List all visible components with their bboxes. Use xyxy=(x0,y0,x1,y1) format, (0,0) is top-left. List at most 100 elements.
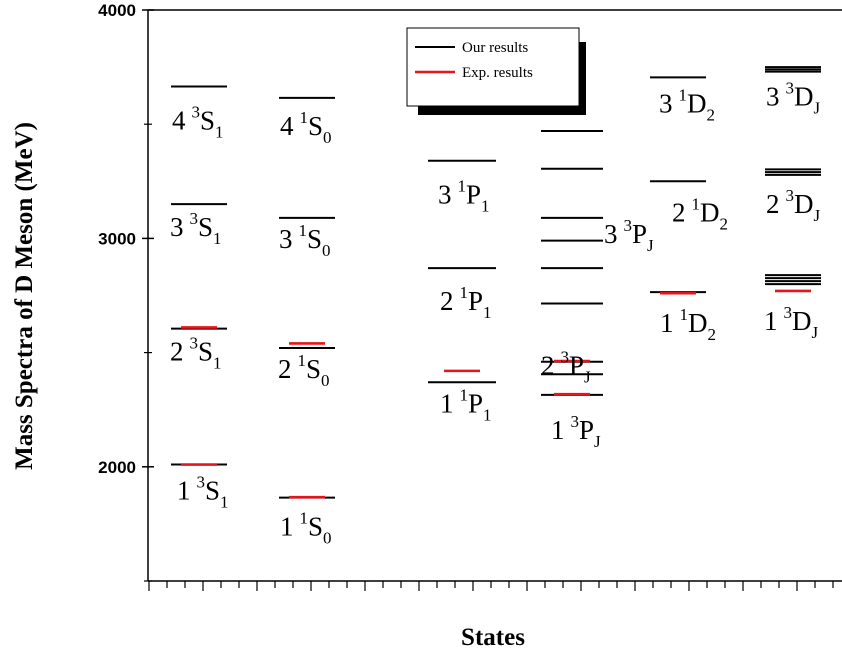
state-label-part: 1 xyxy=(215,123,224,142)
state-label-part: P xyxy=(468,388,483,418)
state-label-part: J xyxy=(812,323,819,342)
state-label-part: P xyxy=(468,286,483,316)
state-label: 1 1D2 xyxy=(660,305,716,344)
state-label-part: 1 xyxy=(300,509,309,528)
state-label-part: 3 xyxy=(766,82,780,112)
state-label-part: D xyxy=(792,306,812,336)
state-label-part: 0 xyxy=(323,529,332,548)
state-label-part: 1 xyxy=(177,476,191,506)
state-label-part: 2 xyxy=(440,286,454,316)
state-label-part: P xyxy=(466,180,481,210)
state-label-part: 3 xyxy=(190,209,199,228)
state-label-part: 1 xyxy=(679,85,688,104)
state-label-part: 3 xyxy=(279,224,293,254)
state-label: 1 1S0 xyxy=(280,509,332,548)
state-label: 3 3DJ xyxy=(766,79,821,118)
state-label-part: D xyxy=(700,197,720,227)
state-label-part: J xyxy=(814,206,821,225)
energy-levels xyxy=(171,66,821,499)
state-label-part: 1 xyxy=(483,405,492,424)
state-label-part: 1 xyxy=(300,108,309,127)
state-label-part: 1 xyxy=(458,177,467,196)
state-label-part: D xyxy=(794,82,814,112)
state-label-part: S xyxy=(308,512,323,542)
state-label-part: S xyxy=(307,224,322,254)
state-label-part: 2 xyxy=(708,325,717,344)
state-label-part: 3 xyxy=(604,219,618,249)
state-label: 4 1S0 xyxy=(280,108,332,147)
state-label-part: 3 xyxy=(624,216,633,235)
state-label-part: 2 xyxy=(707,105,716,124)
state-label: 2 3DJ xyxy=(766,186,821,225)
state-label: 3 1P1 xyxy=(438,177,490,216)
state-label-part: 1 xyxy=(551,415,565,445)
state-label-part: S xyxy=(200,106,215,136)
state-label: 4 3S1 xyxy=(172,103,224,142)
state-label: 1 1P1 xyxy=(440,385,492,424)
x-axis-title: States xyxy=(461,624,525,651)
state-label-part: 3 xyxy=(561,347,570,366)
state-label-part: 1 xyxy=(481,197,490,216)
state-label-part: 3 xyxy=(197,473,206,492)
state-label-part: 1 xyxy=(213,229,222,248)
state-label-part: 3 xyxy=(170,212,184,242)
state-label: 1 3S1 xyxy=(177,473,229,512)
state-label: 3 3PJ xyxy=(604,216,654,255)
y-axis-title: Mass Spectra of D Meson (MeV) xyxy=(11,122,38,470)
state-label-part: D xyxy=(687,88,707,118)
state-label-part: P xyxy=(632,219,647,249)
legend: Our results Exp. results xyxy=(406,27,586,115)
state-label-part: 3 xyxy=(438,180,452,210)
state-label-part: 1 xyxy=(298,351,307,370)
state-label-part: 1 xyxy=(280,512,294,542)
state-label-part: S xyxy=(198,337,213,367)
state-label-part: 4 xyxy=(172,106,186,136)
state-label-part: 2 xyxy=(766,189,780,219)
state-label: 3 1S0 xyxy=(279,221,331,260)
state-label-part: 3 xyxy=(786,186,795,205)
state-label-part: 3 xyxy=(190,334,199,353)
state-label-part: J xyxy=(584,367,591,386)
state-label-part: 2 xyxy=(672,197,686,227)
state-label-part: 1 xyxy=(460,385,469,404)
state-label-part: 3 xyxy=(192,103,201,122)
state-label-part: J xyxy=(647,236,654,255)
state-label-part: 0 xyxy=(323,128,332,147)
state-label-part: 2 xyxy=(720,214,729,233)
state-label: 1 3PJ xyxy=(551,412,601,451)
state-label-part: 2 xyxy=(170,337,184,367)
state-label-part: 1 xyxy=(213,354,222,373)
state-label-part: S xyxy=(308,111,323,141)
state-label: 2 1S0 xyxy=(278,351,330,390)
state-label-part: 1 xyxy=(299,221,308,240)
y-tick-label: 3000 xyxy=(98,229,136,248)
state-label: 2 1P1 xyxy=(440,283,492,322)
state-label-part: J xyxy=(814,99,821,118)
state-label: 1 3DJ xyxy=(764,303,819,342)
state-label-part: 3 xyxy=(784,303,793,322)
state-label-part: 1 xyxy=(460,283,469,302)
y-tick-label: 4000 xyxy=(98,1,136,20)
state-label-part: 2 xyxy=(541,350,555,380)
state-label-part: 3 xyxy=(571,412,580,431)
state-label-part: 1 xyxy=(680,305,689,324)
state-label-part: P xyxy=(579,415,594,445)
state-label-part: 0 xyxy=(322,241,331,260)
y-tick-label: 2000 xyxy=(98,458,136,477)
state-label-part: P xyxy=(569,350,584,380)
state-label-part: D xyxy=(794,189,814,219)
state-label-part: 1 xyxy=(692,194,701,213)
state-label-part: 3 xyxy=(786,79,795,98)
state-label-part: S xyxy=(205,476,220,506)
legend-box xyxy=(406,27,580,107)
state-label-part: 1 xyxy=(220,493,229,512)
state-label-part: 2 xyxy=(278,354,292,384)
state-label-part: D xyxy=(688,308,708,338)
legend-label-exp: Exp. results xyxy=(462,65,533,81)
state-label: 2 1D2 xyxy=(672,194,728,233)
state-label: 3 1D2 xyxy=(659,85,715,124)
state-label-part: S xyxy=(198,212,213,242)
